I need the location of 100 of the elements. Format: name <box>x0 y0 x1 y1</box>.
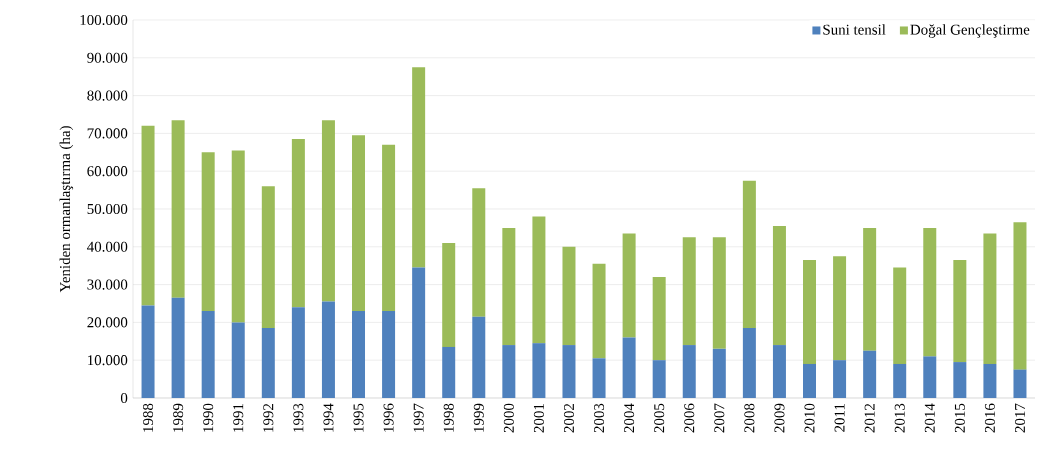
bar <box>171 297 185 398</box>
bar <box>261 328 275 398</box>
bar <box>472 188 486 317</box>
x-tick-label: 1993 <box>293 403 304 432</box>
x-tick-label: 1997 <box>413 403 424 432</box>
bar <box>592 263 606 359</box>
bar <box>893 267 907 364</box>
bar <box>352 311 366 398</box>
x-tick-label: 2002 <box>563 404 575 433</box>
bar <box>923 227 937 357</box>
bar <box>682 237 696 346</box>
bar <box>201 152 215 312</box>
x-tick-label: 1992 <box>263 404 274 432</box>
bar <box>261 186 275 329</box>
bar <box>321 120 335 302</box>
bar <box>562 345 576 398</box>
bar <box>562 246 576 346</box>
y-tick-label: 0 <box>120 392 128 404</box>
x-tick-label: 2015 <box>954 403 965 433</box>
bar <box>321 301 335 398</box>
y-axis-title: Yeniden ormanlaştırma (ha) <box>59 126 74 293</box>
bar <box>352 135 366 312</box>
x-tick-label: 1998 <box>443 403 454 432</box>
bar <box>803 363 817 398</box>
y-tick-label: 60.000 <box>87 166 128 177</box>
bar <box>412 267 426 398</box>
x-tick-label: 2017 <box>1014 403 1026 433</box>
x-tick-label: 2003 <box>594 403 605 433</box>
bar <box>863 227 877 351</box>
y-tick-label: 70.000 <box>87 128 128 139</box>
bar <box>141 305 155 398</box>
x-tick-label: 2000 <box>503 403 514 433</box>
bar <box>953 260 967 363</box>
bar <box>502 227 516 346</box>
x-tick-label: 2011 <box>834 404 845 432</box>
bar <box>231 322 245 398</box>
bar <box>382 311 396 398</box>
bar <box>652 277 666 361</box>
x-tick-label: 2006 <box>684 403 695 433</box>
legend-label: Doğal Gençleştirme <box>910 24 1030 38</box>
y-tick-label: 100.000 <box>80 14 128 26</box>
x-tick-label: 2014 <box>924 403 935 433</box>
bar <box>742 328 756 398</box>
x-tick-label: 1994 <box>323 403 334 432</box>
x-tick-label: 2013 <box>894 403 905 433</box>
x-tick-label: 2001 <box>533 404 544 433</box>
bar <box>742 180 756 329</box>
x-tick-label: 1988 <box>143 403 154 432</box>
y-tick-label: 90.000 <box>87 52 128 63</box>
x-tick-label: 1989 <box>173 403 184 432</box>
x-tick-label: 2005 <box>654 403 665 433</box>
bar <box>923 356 937 398</box>
bar <box>863 350 877 398</box>
bar <box>772 345 786 398</box>
bar <box>712 348 726 398</box>
bar <box>291 139 305 308</box>
y-tick-label: 30.000 <box>87 279 128 290</box>
x-tick-label: 2012 <box>864 404 875 433</box>
bar <box>772 225 786 346</box>
bar <box>472 316 486 398</box>
x-tick-label: 2009 <box>774 403 785 433</box>
bar <box>622 233 636 338</box>
bar <box>893 363 907 398</box>
bar <box>141 125 155 306</box>
bar <box>1013 222 1027 370</box>
bar <box>652 360 666 398</box>
bar <box>682 345 696 398</box>
x-tick-label: 1995 <box>353 403 364 432</box>
bar <box>502 345 516 398</box>
bar <box>983 363 997 398</box>
bar <box>382 144 396 312</box>
x-tick-label: 1996 <box>383 403 394 432</box>
x-tick-label: 1999 <box>473 403 484 432</box>
bar <box>803 260 817 364</box>
x-tick-label: 2004 <box>624 403 635 433</box>
x-tick-label: 2016 <box>984 403 995 433</box>
y-tick-label: 20.000 <box>87 317 128 328</box>
legend-label: Suni tensil <box>823 24 886 35</box>
bar <box>833 256 847 361</box>
bar <box>983 233 997 364</box>
bar <box>231 150 245 323</box>
x-tick-label: 2008 <box>744 403 755 433</box>
y-tick-label: 40.000 <box>87 241 128 252</box>
x-tick-label: 1990 <box>203 403 214 432</box>
x-tick-label: 2010 <box>804 403 815 433</box>
y-tick-label: 10.000 <box>88 355 128 366</box>
bar <box>1013 369 1027 398</box>
bar <box>532 343 546 398</box>
bar <box>171 120 185 298</box>
bar <box>953 362 967 398</box>
bar <box>201 311 215 398</box>
bar <box>712 237 726 349</box>
x-tick-label: 2007 <box>714 403 725 433</box>
bar <box>412 67 426 268</box>
bar <box>833 360 847 398</box>
bar <box>592 358 606 398</box>
x-tick-label: 1991 <box>233 404 244 432</box>
y-tick-label: 80.000 <box>87 90 128 101</box>
bar <box>291 307 305 398</box>
bar <box>442 243 456 347</box>
